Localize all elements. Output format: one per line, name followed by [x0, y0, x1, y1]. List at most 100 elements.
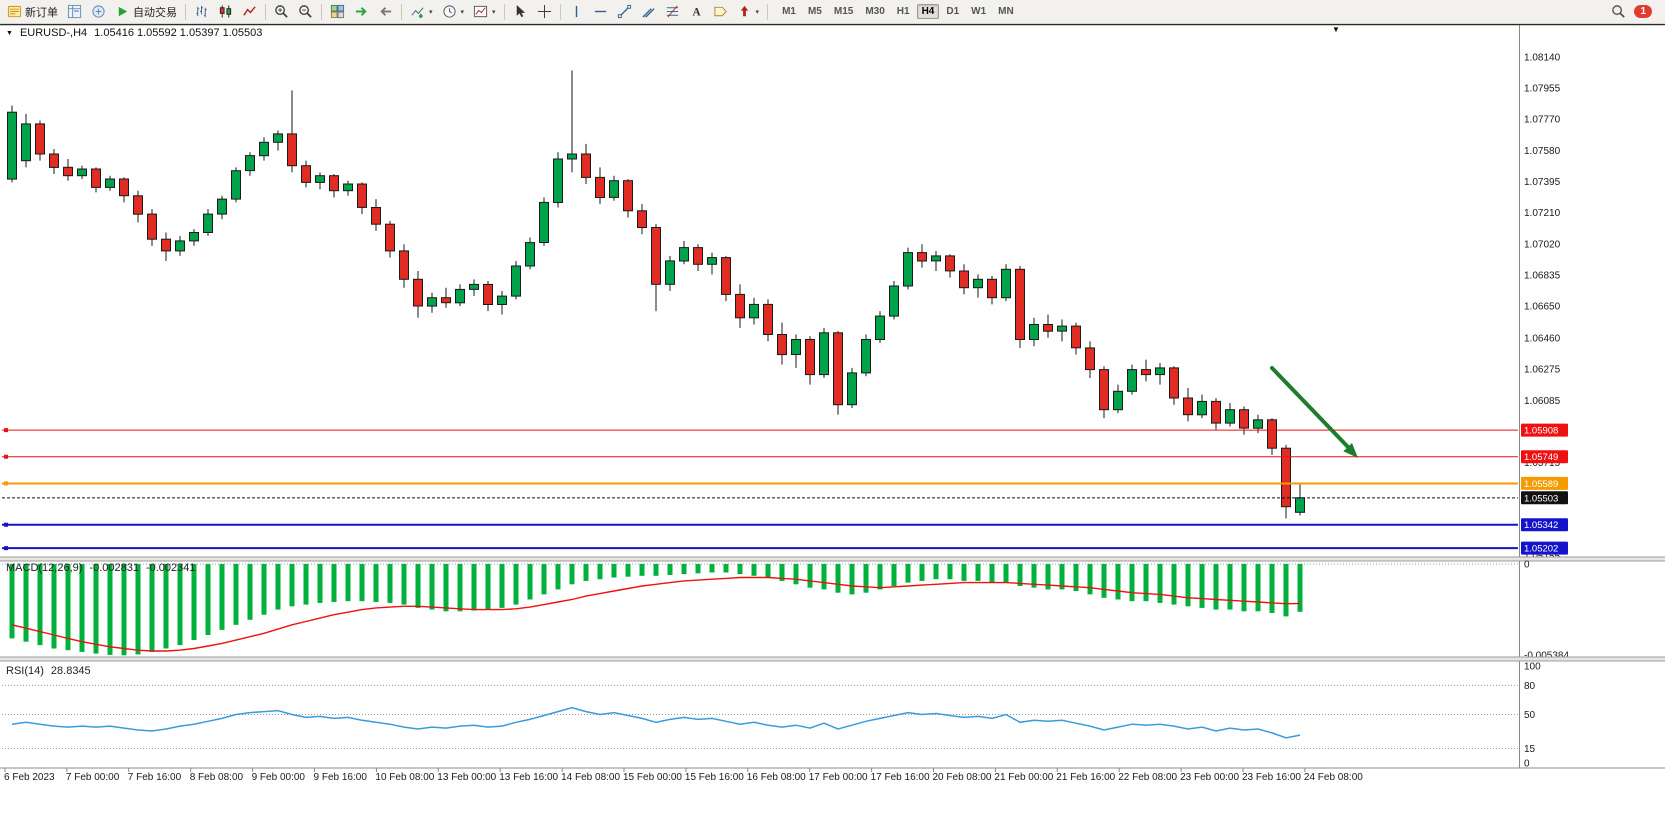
macd-signal-value: -0.002341	[145, 562, 196, 574]
vertical-line-button[interactable]	[565, 0, 588, 23]
rsi-panel[interactable]: 100 80 50 15 0	[2, 662, 1541, 770]
toolbar: 新订单 自动交易 ▾ ▾ ▾ A ▾ M1 M5 M15 M30 H1 H4 D1 W1 MN 1	[0, 0, 1665, 24]
cursor-icon	[513, 4, 528, 19]
svg-text:1.05202: 1.05202	[1524, 544, 1558, 555]
arrows-button[interactable]: ▾	[733, 0, 764, 23]
chart-symbol-period: EURUSD-,H4	[19, 27, 88, 39]
clock-icon	[442, 4, 457, 19]
svg-text:7 Feb 16:00: 7 Feb 16:00	[128, 772, 182, 783]
svg-text:80: 80	[1524, 681, 1536, 692]
auto-scroll-icon	[354, 4, 369, 19]
chart-quick-menu-icon[interactable]: ▼	[1332, 25, 1340, 34]
timeframe-button-m1[interactable]: M1	[782, 6, 796, 17]
indicators-button[interactable]: ▾	[406, 0, 437, 23]
market-watch-button[interactable]	[63, 0, 86, 23]
new-order-button[interactable]: 新订单	[3, 0, 62, 23]
timeframe-button-m30[interactable]: M30	[865, 6, 885, 17]
candlestick-chart-button[interactable]	[214, 0, 237, 23]
rsi-value: 28.8345	[50, 665, 91, 677]
timeframe-button-m5[interactable]: M5	[807, 6, 822, 17]
label-button[interactable]	[709, 0, 732, 23]
crosshair-icon	[537, 4, 552, 19]
svg-text:1.05503: 1.05503	[1524, 493, 1558, 504]
dropdown-caret-icon[interactable]: ▾	[492, 8, 496, 16]
notification-badge[interactable]: 1	[1634, 5, 1652, 18]
market-watch-icon	[67, 4, 82, 19]
orange-level-line[interactable]	[2, 481, 1518, 486]
support-line-1[interactable]	[2, 522, 1518, 527]
macd-indicator-label: MACD(12,26,9) -0.002831 -0.002341	[6, 562, 196, 574]
macd-name: MACD(12,26,9)	[6, 562, 83, 574]
time-axis[interactable]: 6 Feb 2023 7 Feb 00:00 7 Feb 16:00 8 Feb 08…	[0, 767, 1665, 783]
text-button[interactable]: A	[685, 0, 708, 23]
timeframe-button-h4[interactable]: H4	[916, 4, 940, 19]
templates-button[interactable]: ▾	[469, 0, 500, 23]
dropdown-caret-icon[interactable]: ▾	[755, 8, 760, 16]
svg-text:8 Feb 08:00: 8 Feb 08:00	[190, 772, 244, 783]
trendline-button[interactable]	[613, 0, 636, 23]
dropdown-caret-icon[interactable]: ▾	[429, 8, 433, 16]
resistance-line-2[interactable]	[2, 454, 1518, 459]
fibonacci-button[interactable]	[661, 0, 684, 23]
trend-arrow-annotation[interactable]	[1270, 366, 1358, 458]
timeframe-button-w1[interactable]: W1	[971, 6, 987, 17]
horizontal-line-icon	[593, 4, 608, 19]
cursor-button[interactable]	[509, 0, 532, 23]
svg-text:1.07210: 1.07210	[1524, 208, 1561, 219]
svg-text:23 Feb 00:00: 23 Feb 00:00	[1180, 772, 1239, 783]
template-icon	[473, 4, 488, 19]
toolbar-separator	[185, 3, 186, 20]
search-icon[interactable]	[1611, 4, 1626, 19]
dropdown-caret-icon[interactable]: ▾	[460, 8, 465, 16]
label-icon	[713, 4, 728, 19]
svg-text:15 Feb 00:00: 15 Feb 00:00	[623, 772, 682, 783]
svg-text:1.05589: 1.05589	[1524, 479, 1558, 490]
svg-text:50: 50	[1524, 710, 1536, 721]
resistance-line-1[interactable]	[2, 428, 1518, 433]
macd-panel[interactable]: 0 -0.005384	[2, 560, 1569, 662]
rsi-name: RSI(14)	[6, 665, 44, 677]
zoom-in-button[interactable]	[270, 0, 293, 23]
svg-text:1.06460: 1.06460	[1524, 333, 1561, 344]
svg-text:1.06650: 1.06650	[1524, 302, 1561, 313]
svg-text:15: 15	[1524, 744, 1536, 755]
periods-button[interactable]: ▾	[438, 0, 469, 23]
fibonacci-icon	[665, 4, 680, 19]
tile-windows-button[interactable]	[326, 0, 349, 23]
rsi-indicator-label: RSI(14) 28.8345	[6, 665, 91, 677]
svg-text:A: A	[692, 7, 701, 19]
panel-splitter[interactable]	[0, 556, 1665, 562]
panel-splitter[interactable]	[0, 656, 1665, 662]
line-chart-button[interactable]	[238, 0, 261, 23]
chart-shift-button[interactable]	[374, 0, 397, 23]
equidistant-channel-button[interactable]	[637, 0, 660, 23]
timeframe-button-m15[interactable]: M15	[833, 6, 854, 17]
timeframe-button-mn[interactable]: MN	[998, 6, 1014, 17]
svg-text:1.07395: 1.07395	[1524, 177, 1561, 188]
candles	[7, 70, 1305, 519]
macd-main-value: -0.002831	[89, 562, 139, 574]
svg-text:24 Feb 08:00: 24 Feb 08:00	[1304, 772, 1363, 783]
svg-text:22 Feb 08:00: 22 Feb 08:00	[1118, 772, 1177, 783]
timeframe-button-d1[interactable]: D1	[946, 6, 960, 17]
price-badge-1.05589: 1.05589	[1521, 476, 1568, 490]
toolbar-separator	[321, 3, 322, 20]
support-line-2[interactable]	[2, 546, 1518, 551]
svg-text:23 Feb 16:00: 23 Feb 16:00	[1242, 772, 1301, 783]
svg-text:0: 0	[1524, 560, 1530, 571]
crosshair-button[interactable]	[533, 0, 556, 23]
svg-text:20 Feb 08:00: 20 Feb 08:00	[933, 772, 992, 783]
bar-chart-button[interactable]	[190, 0, 213, 23]
auto-trading-button[interactable]: 自动交易	[111, 0, 181, 23]
chart-menu-triangle-icon[interactable]: ▼	[6, 29, 13, 37]
zoom-out-button[interactable]	[294, 0, 317, 23]
chart-symbol-header: ▼ EURUSD-,H4 1.05416 1.05592 1.05397 1.0…	[6, 27, 262, 39]
arrow-shape-icon	[737, 4, 752, 19]
auto-scroll-button[interactable]	[350, 0, 373, 23]
svg-text:0: 0	[1524, 759, 1530, 770]
data-window-button[interactable]	[87, 0, 110, 23]
timeframe-button-h1[interactable]: H1	[896, 6, 910, 17]
horizontal-line-button[interactable]	[589, 0, 612, 23]
vertical-line-icon	[569, 4, 584, 19]
